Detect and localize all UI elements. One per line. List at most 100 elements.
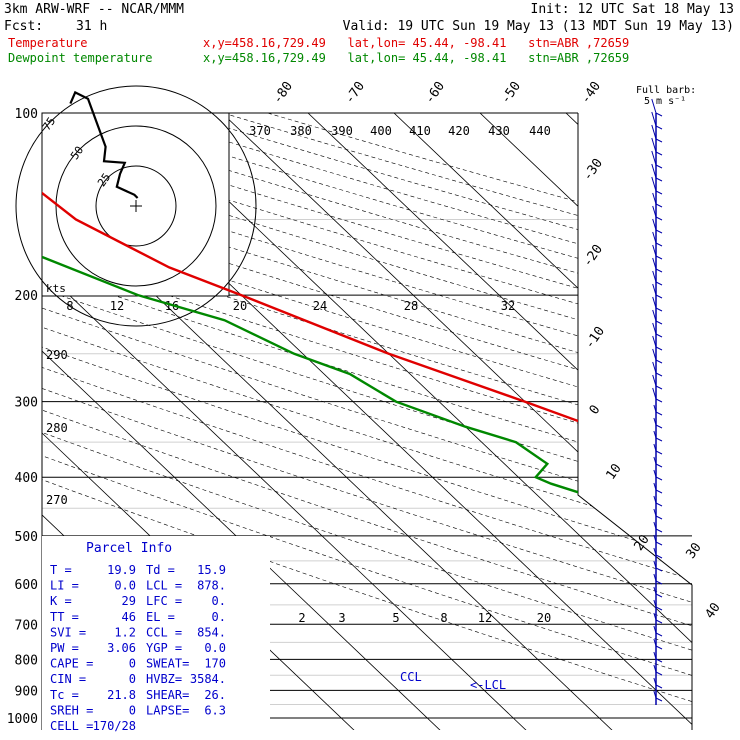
wind-barb [655, 697, 663, 702]
isotherm [0, 113, 11, 731]
wind-barb [652, 257, 657, 270]
wind-barb [655, 125, 663, 130]
pressure-label-200: 200 [15, 289, 38, 304]
isotherm [393, 113, 692, 730]
mixing-ratio-label: 20 [537, 611, 551, 625]
hodograph-units: kts [46, 282, 66, 295]
theta-label: 420 [448, 124, 470, 138]
wind-barb [653, 651, 657, 660]
wind-barb [655, 619, 663, 624]
parcel-value: 29 [122, 594, 136, 608]
parcel-value: 26. [204, 688, 226, 702]
isotherm-label: -10 [582, 324, 608, 352]
wind-barb [655, 229, 663, 234]
wind-barb [653, 599, 657, 608]
isotherm-label: -40 [578, 79, 604, 107]
wind-barb [655, 554, 663, 559]
wind-barb [655, 567, 663, 572]
wind-barb [655, 489, 663, 494]
hodograph-ring-label: 50 [68, 144, 86, 162]
parcel-value: 19.9 [107, 563, 136, 577]
parcel-value: 878. [197, 579, 226, 593]
dry-adiabat [42, 113, 692, 730]
theta-label: 430 [488, 124, 510, 138]
parcel-value: 0.0 [204, 641, 226, 655]
dry-adiabat [42, 113, 692, 730]
wind-barb [653, 547, 657, 556]
wind-barb [655, 580, 663, 585]
hodograph-trace [69, 90, 139, 199]
parcel-value: 46 [122, 610, 136, 624]
hodograph-ring [55, 125, 217, 287]
wind-barb [652, 309, 657, 322]
lcl-label: <-LCL [470, 678, 506, 692]
isotherm-label: 30 [683, 540, 704, 561]
wind-barb [655, 658, 663, 663]
parcel-key: CAPE = [50, 657, 93, 671]
parcel-key: HVBZ= [146, 672, 182, 686]
parcel-value: 854. [197, 625, 226, 639]
isotherm-label: -30 [580, 156, 606, 184]
ccl-label: CCL [400, 670, 422, 684]
wind-barb [651, 176, 657, 192]
wind-barb [651, 111, 657, 127]
wind-barb [655, 398, 663, 403]
parcel-key: Td = [146, 563, 175, 577]
isotherm-label: -70 [342, 79, 368, 107]
wind-barb [655, 684, 663, 689]
forecast-label: Fcst: [4, 19, 44, 34]
wind-barb [653, 430, 657, 439]
parcel-value: 0. [212, 610, 226, 624]
parcel-value: 15.9 [197, 563, 226, 577]
dry-adiabat [42, 113, 692, 730]
parcel-key: SVI = [50, 625, 86, 639]
theta-label: 410 [409, 124, 431, 138]
wind-barb [655, 281, 663, 286]
dry-adiabat [223, 113, 692, 730]
barb-legend-unit: 5 m s⁻¹ [644, 96, 686, 107]
parcel-value: 0 [129, 657, 136, 671]
theta-label: 270 [46, 493, 68, 507]
isotherm-label: -50 [498, 79, 524, 107]
theta-label: 440 [529, 124, 551, 138]
wind-barb [655, 476, 663, 481]
wind-barb [655, 294, 663, 299]
wind-barb [655, 177, 663, 182]
forecast-hour: 31 h [76, 19, 108, 34]
theta-e-label: 28 [404, 299, 418, 313]
wind-barb [655, 372, 663, 377]
wind-barb [653, 469, 657, 478]
theta-label: 290 [46, 348, 68, 362]
wind-barb [655, 333, 663, 338]
dry-adiabat [42, 113, 692, 730]
wind-barb [652, 296, 657, 309]
parcel-value: 170 [204, 657, 226, 671]
parcel-value: 170/28 [93, 719, 136, 733]
theta-label: 390 [331, 124, 353, 138]
parcel-key: LI = [50, 579, 79, 593]
pressure-label-1000: 1000 [7, 712, 38, 727]
barb-legend-title: Full barb: [636, 85, 696, 96]
mixing-ratio-label: 8 [440, 611, 447, 625]
parcel-title: Parcel Info [86, 541, 172, 556]
mixing-ratio-label: 5 [392, 611, 399, 625]
hodograph-ring-label: 25 [95, 171, 113, 189]
isotherm-label: -60 [422, 79, 448, 107]
dewpoint-trace [42, 113, 692, 705]
parcel-key: SWEAT= [146, 657, 189, 671]
wind-barb [655, 385, 663, 390]
wind-barb [655, 593, 663, 598]
theta-e-label: 32 [501, 299, 515, 313]
theta-e-label: 20 [233, 299, 247, 313]
pressure-label-600: 600 [15, 578, 38, 593]
theta-e-label: 24 [313, 299, 327, 313]
wind-barb [655, 307, 663, 312]
wind-barb [655, 112, 663, 117]
wind-barb [652, 361, 657, 374]
pressure-label-900: 900 [15, 684, 38, 699]
parcel-key: Tc = [50, 688, 79, 702]
dewpoint-location: x,y=458.16,729.49 lat,lon= 45.44, -98.41… [203, 51, 630, 65]
wind-barb [655, 671, 663, 676]
wind-barb [655, 164, 663, 169]
